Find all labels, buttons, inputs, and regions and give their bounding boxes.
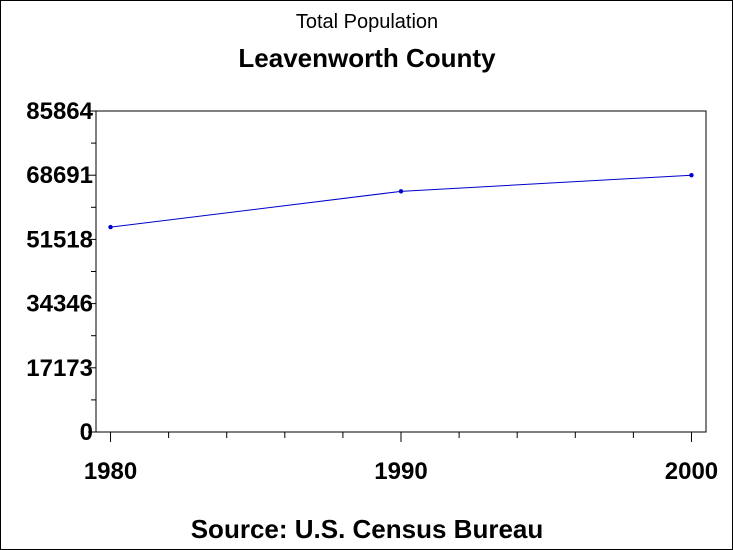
y-axis: 0 17173 34346 51518 68691 85864 — [26, 98, 96, 446]
series-line — [110, 174, 692, 228]
chart-source: Source: U.S. Census Bureau — [191, 514, 544, 544]
y-tick-label: 34346 — [26, 291, 93, 318]
plot-area — [95, 110, 707, 433]
x-tick-label: 2000 — [665, 458, 718, 485]
x-tick-label: 1990 — [374, 458, 427, 485]
chart-subtitle: Leavenworth County — [238, 43, 496, 73]
data-point — [689, 173, 694, 178]
data-point — [108, 224, 113, 230]
chart-title: Total Population — [296, 11, 438, 33]
y-tick-label: 51518 — [26, 226, 93, 253]
y-tick-label: 17173 — [26, 355, 93, 382]
y-tick-label: 68691 — [26, 162, 93, 189]
y-tick-label: 0 — [80, 419, 93, 446]
x-tick-label: 1980 — [84, 458, 137, 485]
series-layer — [108, 173, 694, 230]
y-tick-label: 85864 — [26, 98, 93, 125]
data-point — [398, 189, 404, 194]
x-axis: 1980 1990 2000 — [84, 432, 718, 485]
